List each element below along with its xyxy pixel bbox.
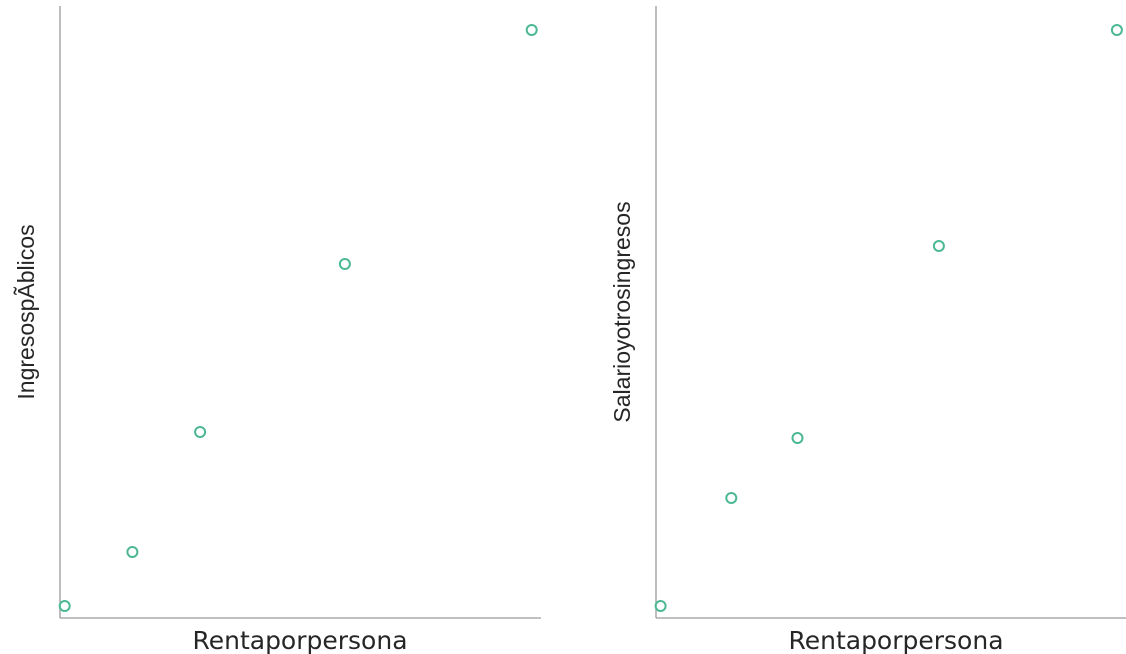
- right-y-axis-label: Salarioyotrosingresos: [609, 201, 635, 422]
- right-scatter-point: [654, 600, 667, 612]
- left-scatter-point: [126, 546, 139, 558]
- right-scatter-point: [791, 432, 804, 444]
- right-point-group: [654, 24, 1123, 612]
- right-scatter-panel: Rentaporpersona Salarioyotrosingresos: [609, 6, 1126, 654]
- left-scatter-point: [338, 258, 351, 270]
- left-scatter-point: [58, 600, 71, 612]
- right-scatter-point: [725, 492, 738, 504]
- left-y-axis-label: IngresospÃblicos: [13, 224, 39, 399]
- left-x-axis-label: Rentaporpersona: [192, 626, 407, 654]
- right-scatter-point: [932, 240, 945, 252]
- left-scatter-panel: Rentaporpersona IngresospÃblicos: [13, 6, 541, 654]
- left-point-group: [58, 24, 538, 612]
- right-x-axis-label: Rentaporpersona: [788, 626, 1003, 654]
- left-scatter-point: [194, 426, 207, 438]
- left-scatter-point: [525, 24, 538, 36]
- right-scatter-point: [1110, 24, 1123, 36]
